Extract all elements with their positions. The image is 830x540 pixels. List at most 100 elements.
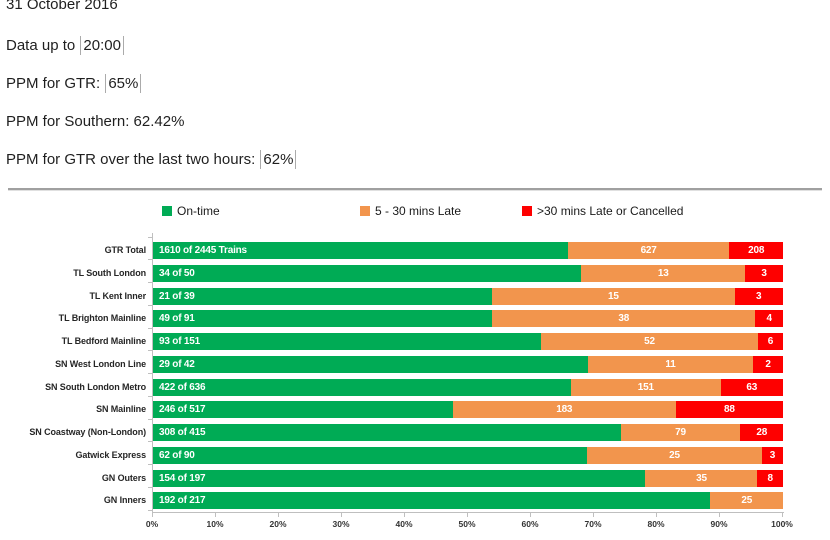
x-axis-label: 70% [584,519,602,529]
x-axis-tick [467,513,468,517]
stacked-bar: 93 of 151 52 6 [153,333,783,350]
stacked-bar: 29 of 42 11 2 [153,355,783,373]
chart-row: 154 of 197 35 8 [153,467,783,490]
stacked-bar: 308 of 415 79 28 [153,424,783,441]
y-axis-tick [148,304,152,306]
ppm-two-hours-line: PPM for GTR over the last two hours: 62% [6,150,297,169]
y-axis-tick [148,373,152,374]
legend-label: 5 - 30 mins Late [375,204,462,218]
bar-segment-over-30-mins-late-or-cancelled: 88 [675,401,783,419]
x-axis-tick [215,513,216,517]
bar-segment-on-time: 29 of 42 [153,355,588,373]
y-axis-tick [148,509,152,511]
chart-row: 422 of 636 151 63 [153,376,783,399]
x-axis-line [152,512,784,513]
bar-segment-over-30-mins-late-or-cancelled: 63 [720,378,783,396]
bar-segment-on-time: 49 of 91 [153,310,493,328]
bar-segment-over-30-mins-late-or-cancelled: 3 [745,264,783,282]
chart-row: 49 of 91 38 4 [153,307,783,330]
chart-row: 34 of 50 13 3 [153,262,783,285]
stacked-bar: 1610 of 2445 Trains 627 208 [153,242,783,259]
bar-segment-over-30-mins-late-or-cancelled: 4 [755,310,783,328]
bar-segment-over-30-mins-late-or-cancelled: 8 [757,469,783,487]
bar-segment-on-time: 246 of 517 [153,401,453,419]
bar-segment-on-time: 93 of 151 [153,333,541,350]
y-axis-tick [148,282,152,283]
x-axis-tick [656,513,657,517]
bar-segment-5-30-mins-late: 15 [492,287,735,305]
x-axis-label: 30% [332,519,350,529]
stacked-bar: 34 of 50 13 3 [153,264,783,282]
bar-segment-on-time: 154 of 197 [153,469,646,487]
y-axis-tick [148,486,152,488]
y-axis-tick [148,395,152,397]
bar-segment-on-time: 62 of 90 [153,446,587,464]
legend-label: >30 mins Late or Cancelled [537,204,684,218]
y-axis-tick [148,259,152,261]
legend-item-5-30-mins-late: 5 - 30 mins Late [360,204,461,218]
bar-segment-5-30-mins-late: 25 [710,492,783,510]
legend-item-on-time: On-time [162,204,220,218]
y-axis-line [152,233,153,513]
y-axis-tick [148,350,152,352]
x-axis-label: 10% [206,519,224,529]
x-axis-label: 60% [521,519,539,529]
row-label: TL Kent Inner [89,290,146,301]
y-axis-tick [148,418,152,420]
x-axis-tick [341,513,342,517]
y-axis-tick [148,441,152,443]
x-axis-tick [278,513,279,517]
plot-rows: 1610 of 2445 Trains 627 208 34 of 50 13 3 21 o… [153,239,783,512]
x-axis-label: 40% [395,519,413,529]
row-label: SN South London Metro [45,381,146,392]
bar-segment-over-30-mins-late-or-cancelled: 3 [734,287,783,305]
row-label: TL Bedford Mainline [61,336,147,346]
x-axis-tick [593,513,594,517]
y-axis-tick [148,464,152,465]
bar-segment-on-time: 34 of 50 [153,264,582,282]
bar-segment-over-30-mins-late-or-cancelled: 28 [740,424,783,441]
divider-line [8,188,822,191]
ppm-two-hours-field[interactable]: 62% [260,150,297,169]
bar-segment-5-30-mins-late: 52 [541,333,758,350]
row-label: TL South London [73,267,146,278]
row-label: Gatwick Express [75,449,146,460]
stacked-bar: 192 of 217 25 [153,492,783,510]
bar-segment-5-30-mins-late: 151 [571,378,721,396]
bar-segment-5-30-mins-late: 13 [581,264,746,282]
ppm-gtr-label: PPM for GTR: [6,75,105,92]
data-up-to-line: Data up to 20:00 [6,36,124,55]
x-axis-label: 0% [145,519,159,529]
row-label: TL Brighton Mainline [58,313,146,324]
bar-segment-5-30-mins-late: 35 [645,469,758,487]
bar-segment-5-30-mins-late: 79 [620,424,741,441]
ppm-gtr-line: PPM for GTR: 65% [6,74,142,93]
legend-item-over-30-mins-late-or-cancelled: >30 mins Late or Cancelled [522,204,683,218]
x-axis-label: 20% [269,519,287,529]
bar-segment-5-30-mins-late: 627 [567,242,730,259]
row-labels: GTR Total TL South London TL Kent Inner TL … [0,239,146,512]
legend-swatch-on-time [162,206,172,216]
x-axis-label: 50% [458,519,476,529]
bar-segment-over-30-mins-late-or-cancelled: 2 [753,355,783,373]
chart-row: 246 of 517 183 88 [153,398,783,421]
bar-segment-on-time: 1610 of 2445 Trains [153,242,568,259]
data-up-to-field[interactable]: 20:00 [80,36,124,55]
bar-segment-5-30-mins-late: 183 [452,401,676,419]
x-axis-tick [404,513,405,517]
y-axis-tick [148,236,152,238]
bar-segment-over-30-mins-late-or-cancelled: 6 [757,333,783,350]
legend-swatch-over-30-mins-late-or-cancelled [522,206,532,216]
row-label: SN West London Line [55,358,146,369]
stacked-bar: 422 of 636 151 63 [153,378,783,396]
row-label: GTR Total [104,245,147,255]
x-axis-tick [152,513,153,517]
bar-segment-on-time: 308 of 415 [153,424,621,441]
chart-row: 29 of 42 11 2 [153,353,783,376]
row-label: GN Outers [101,472,146,483]
row-label: SN Coastway (Non-London) [29,427,146,437]
legend-swatch-5-30-mins-late [360,206,370,216]
x-axis-label: 100% [771,519,793,529]
ppm-gtr-field[interactable]: 65% [105,74,142,93]
